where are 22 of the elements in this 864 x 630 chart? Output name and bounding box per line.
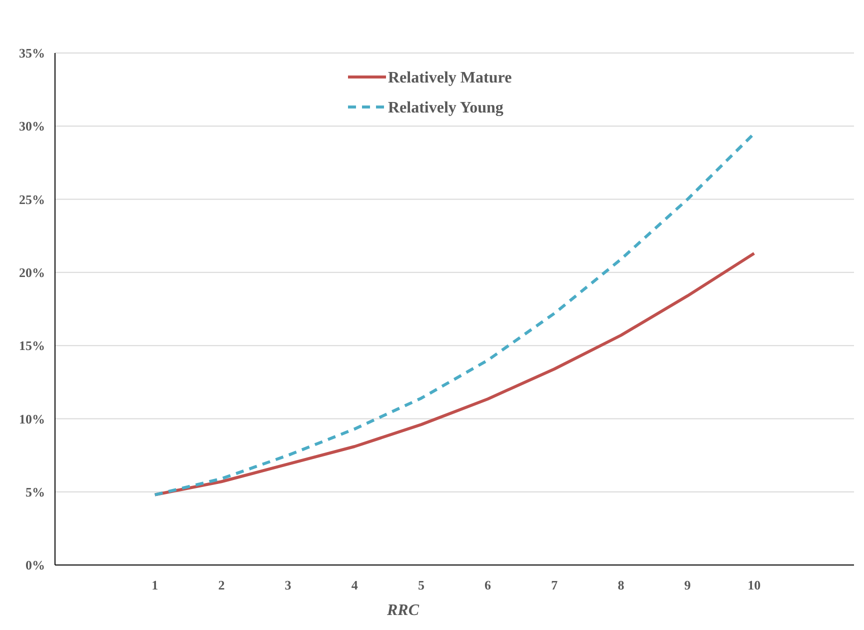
x-tick-label: 8	[618, 578, 625, 593]
y-tick-label: 25%	[19, 192, 45, 207]
x-tick-label: 7	[551, 578, 558, 593]
y-tick-label: 20%	[19, 264, 45, 280]
y-tick-label: 10%	[19, 411, 45, 426]
y-tick-label: 5%	[26, 484, 45, 500]
x-tick-label: 2	[218, 578, 225, 593]
legend-label: Relatively Mature	[388, 70, 512, 87]
y-tick-label: 35%	[19, 46, 45, 61]
x-axis-title: RRC	[386, 602, 420, 619]
x-tick-label: 1	[152, 578, 158, 593]
x-tick-label: 9	[684, 578, 692, 593]
x-tick-label: 6	[484, 578, 492, 593]
x-tick-label: 3	[284, 578, 292, 593]
y-tick-label: 15%	[19, 338, 45, 354]
legend-label: Relatively Young	[388, 100, 504, 117]
x-tick-label: 4	[351, 578, 358, 593]
y-tick-label: 30%	[19, 118, 45, 134]
y-tick-label: 0%	[26, 558, 45, 573]
line-series	[153, 132, 756, 496]
x-tick-label: 10	[748, 578, 761, 593]
x-tick-label: 5	[418, 578, 425, 593]
